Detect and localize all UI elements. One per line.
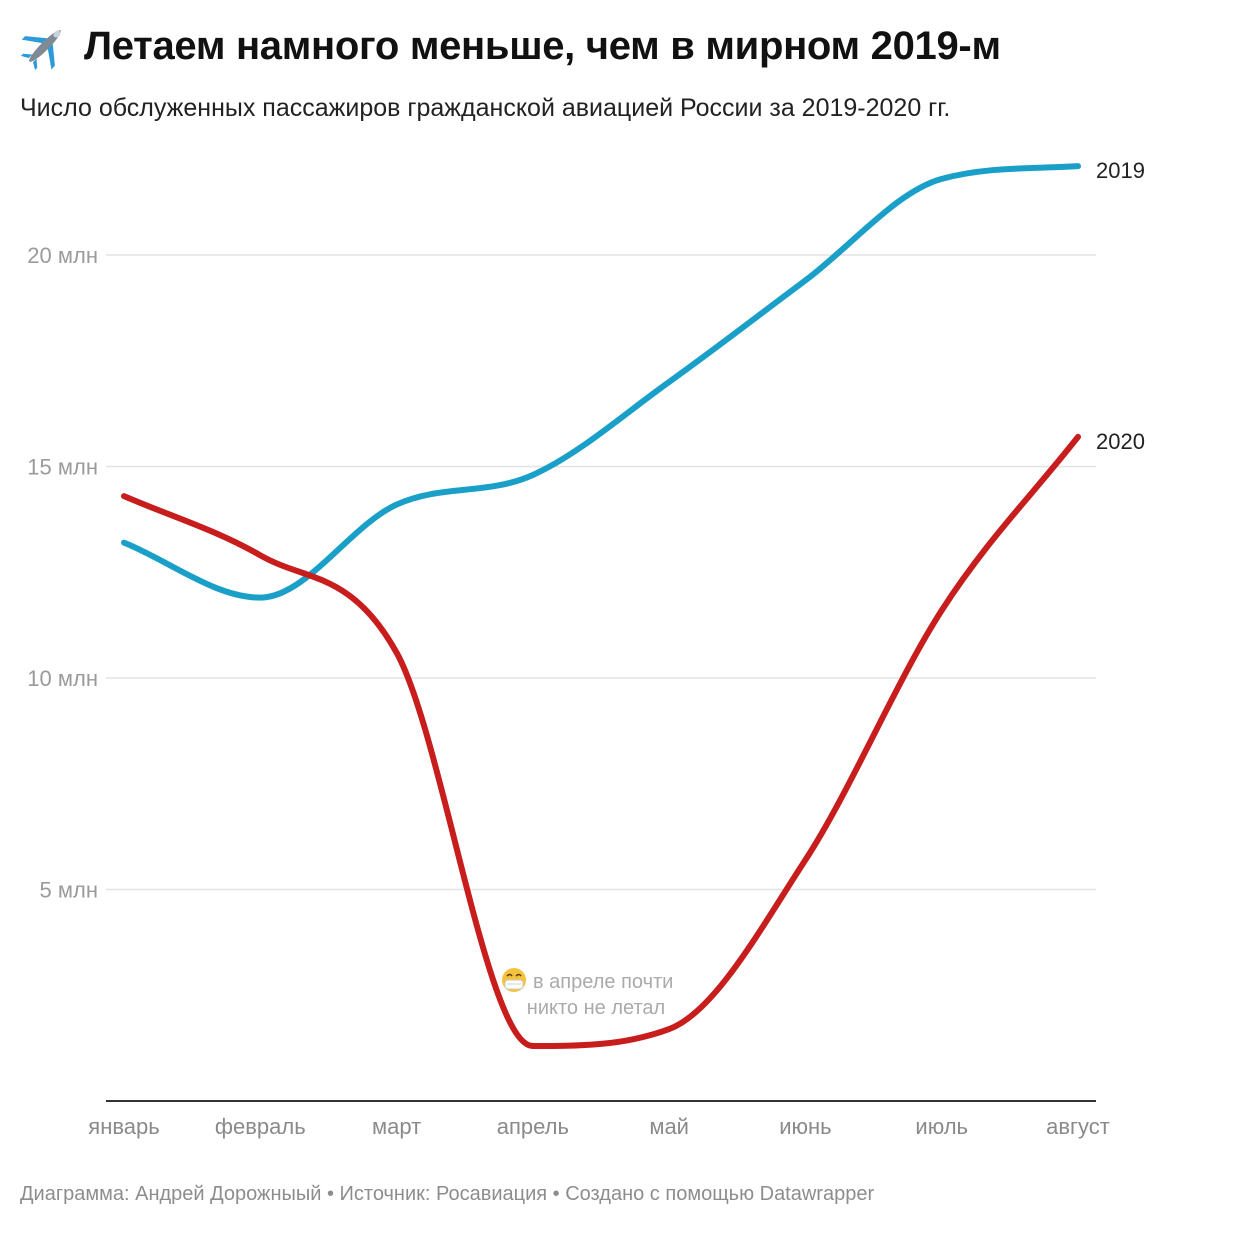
x-tick-label: август xyxy=(1046,1114,1110,1139)
chart-title: Летаем намного меньше, чем в мирном 2019… xyxy=(84,23,1001,68)
chart-header: Летаем намного меньше, чем в мирном 2019… xyxy=(20,20,1220,123)
chart-subtitle: Число обслуженных пассажиров гражданской… xyxy=(20,94,951,122)
x-tick-label: апрель xyxy=(497,1114,569,1139)
series-line-2020 xyxy=(121,433,1081,1050)
title-row: Летаем намного меньше, чем в мирном 2019… xyxy=(20,20,1220,72)
y-axis-ticks: 5 млн 10 млн 15 млн 20 млн xyxy=(27,243,98,903)
annotation-line: в апреле почти xyxy=(533,971,673,993)
y-tick-label: 20 млн xyxy=(27,243,98,268)
annotation-line: никто не летал xyxy=(527,997,665,1019)
series-label-2019: 2019 xyxy=(1096,158,1145,183)
series-line-2019 xyxy=(121,163,1081,601)
chart-footer: Диаграмма: Андрей Дорожныый • Источник: … xyxy=(20,1183,875,1205)
series-lines xyxy=(121,163,1081,1050)
x-tick-label: июль xyxy=(915,1114,968,1139)
face-mask-icon xyxy=(502,968,526,992)
series-label-2020: 2020 xyxy=(1096,429,1145,454)
y-tick-label: 10 млн xyxy=(27,666,98,691)
x-axis-ticks: январь февраль март апрель май июнь июль август xyxy=(88,1114,1110,1139)
x-tick-label: май xyxy=(649,1114,689,1139)
y-tick-label: 15 млн xyxy=(27,455,98,480)
line-chart: 5 млн 10 млн 15 млн 20 млн январь февраль мар… xyxy=(27,158,1145,1139)
grid-lines xyxy=(106,254,1096,891)
x-tick-label: январь xyxy=(88,1114,159,1139)
chart-annotation: в апреле почти никто не летал xyxy=(502,968,673,1019)
y-tick-label: 5 млн xyxy=(40,878,98,903)
series-labels: 2019 2020 xyxy=(1096,158,1145,454)
x-tick-label: июнь xyxy=(779,1114,831,1139)
airplane-icon xyxy=(20,21,70,71)
x-tick-label: февраль xyxy=(215,1114,306,1139)
x-tick-label: март xyxy=(372,1114,421,1139)
